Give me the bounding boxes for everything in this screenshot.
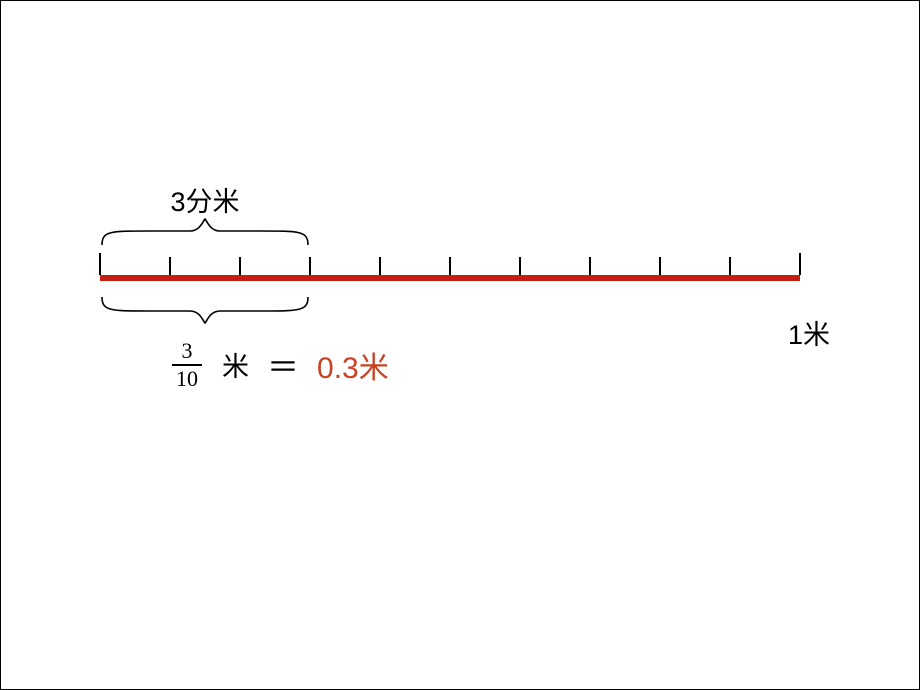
tick: [239, 257, 241, 275]
brace-top: [100, 217, 310, 247]
tick: [309, 257, 311, 275]
equation: 3 10 米 ＝ 0.3米: [172, 340, 389, 390]
tick: [169, 257, 171, 275]
fraction-denominator: 10: [172, 366, 202, 390]
fraction: 3 10: [172, 340, 202, 390]
decimal-value: 0.3米: [317, 343, 389, 387]
number-line-track: [100, 275, 800, 281]
segment-label-top: 3分米: [100, 180, 310, 219]
tick: [729, 257, 731, 275]
tick: [519, 257, 521, 275]
tick: [449, 257, 451, 275]
fraction-unit: 米: [222, 345, 249, 384]
equals-sign: ＝: [267, 342, 299, 388]
tick: [99, 253, 101, 275]
fraction-numerator: 3: [178, 340, 197, 364]
number-line-diagram: 3分米 1米 3 10 米 ＝ 0.3米: [100, 275, 800, 281]
brace-bottom: [100, 295, 310, 325]
tick: [589, 257, 591, 275]
tick: [799, 253, 801, 275]
number-line-red: [100, 275, 800, 281]
tick: [379, 257, 381, 275]
end-label: 1米: [788, 313, 830, 352]
tick: [659, 257, 661, 275]
